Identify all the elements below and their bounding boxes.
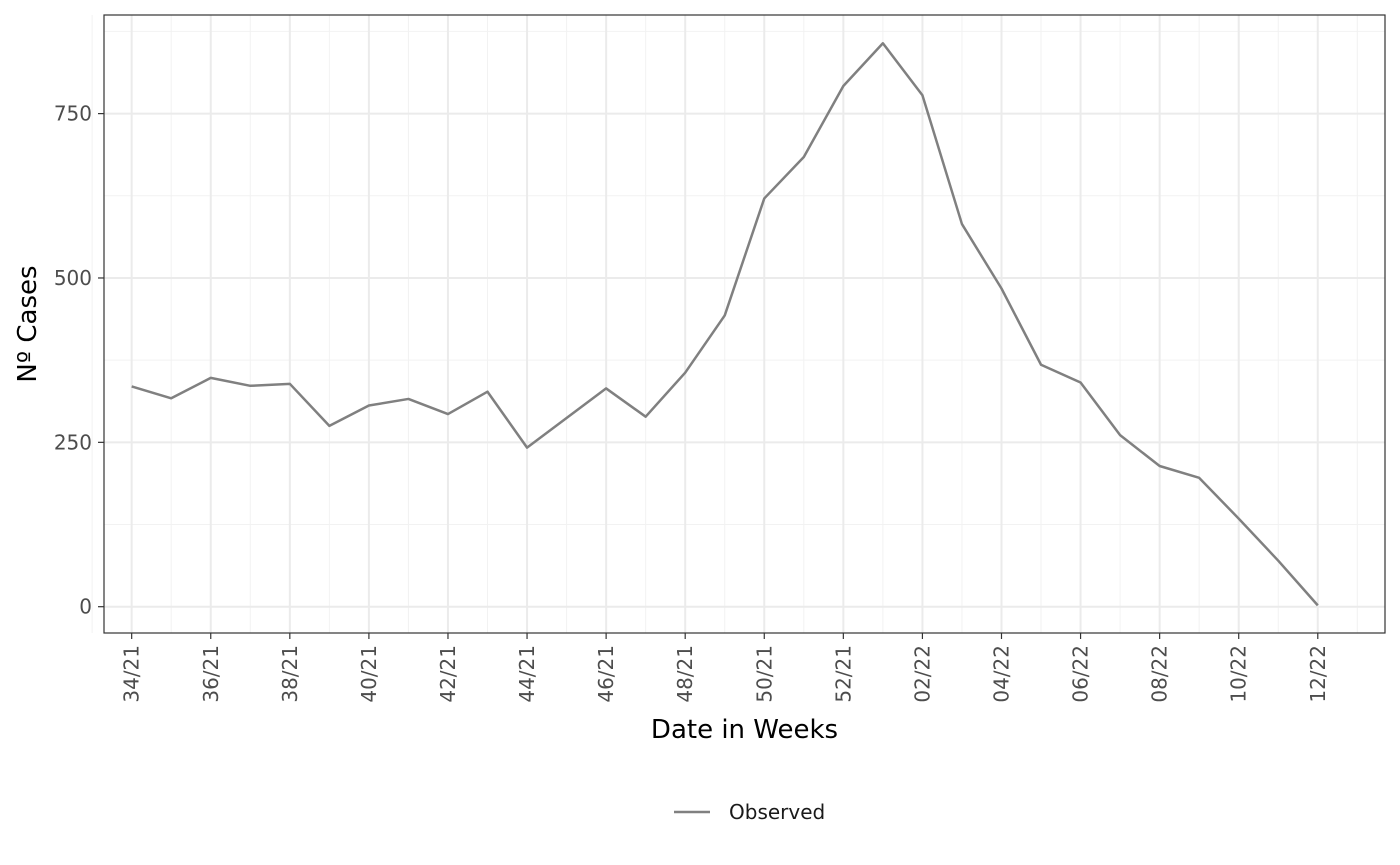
series-line-observed: [131, 42, 1319, 607]
x-tick-label: 10/22: [1227, 645, 1251, 703]
legend: Observed: [674, 800, 825, 824]
x-tick-label: 34/21: [120, 645, 144, 703]
x-tick-label: 42/21: [436, 645, 460, 703]
x-tick-label: 44/21: [515, 645, 539, 703]
x-tick-label: 04/22: [989, 645, 1013, 703]
x-tick-label: 46/21: [594, 645, 618, 703]
grid-layer: [91, 15, 1385, 633]
y-tick-label: 250: [54, 430, 92, 454]
x-tick-label: 50/21: [752, 645, 776, 703]
legend-label-observed: Observed: [729, 800, 825, 824]
x-tick-label: 08/22: [1148, 645, 1172, 703]
axis-layer: 0 250 500 750 34/21 36/21 38/21 40/21 42/21 44/21…: [54, 102, 1330, 703]
x-tick-label: 02/22: [910, 645, 934, 703]
panel-border: [103, 14, 1386, 634]
x-tick-label: 06/22: [1069, 645, 1093, 703]
y-tick-label: 750: [54, 102, 92, 126]
y-axis-title: Nº Cases: [13, 265, 43, 382]
x-tick-label: 36/21: [199, 645, 223, 703]
y-tick-label: 500: [54, 266, 92, 290]
x-tick-label: 12/22: [1306, 645, 1330, 703]
x-tick-label: 52/21: [831, 645, 855, 703]
x-tick-label: 40/21: [357, 645, 381, 703]
x-tick-label: 38/21: [278, 645, 302, 703]
x-axis-title: Date in Weeks: [651, 715, 838, 745]
series-layer: [131, 42, 1319, 607]
y-tick-label: 0: [79, 595, 92, 619]
x-tick-label: 48/21: [673, 645, 697, 703]
